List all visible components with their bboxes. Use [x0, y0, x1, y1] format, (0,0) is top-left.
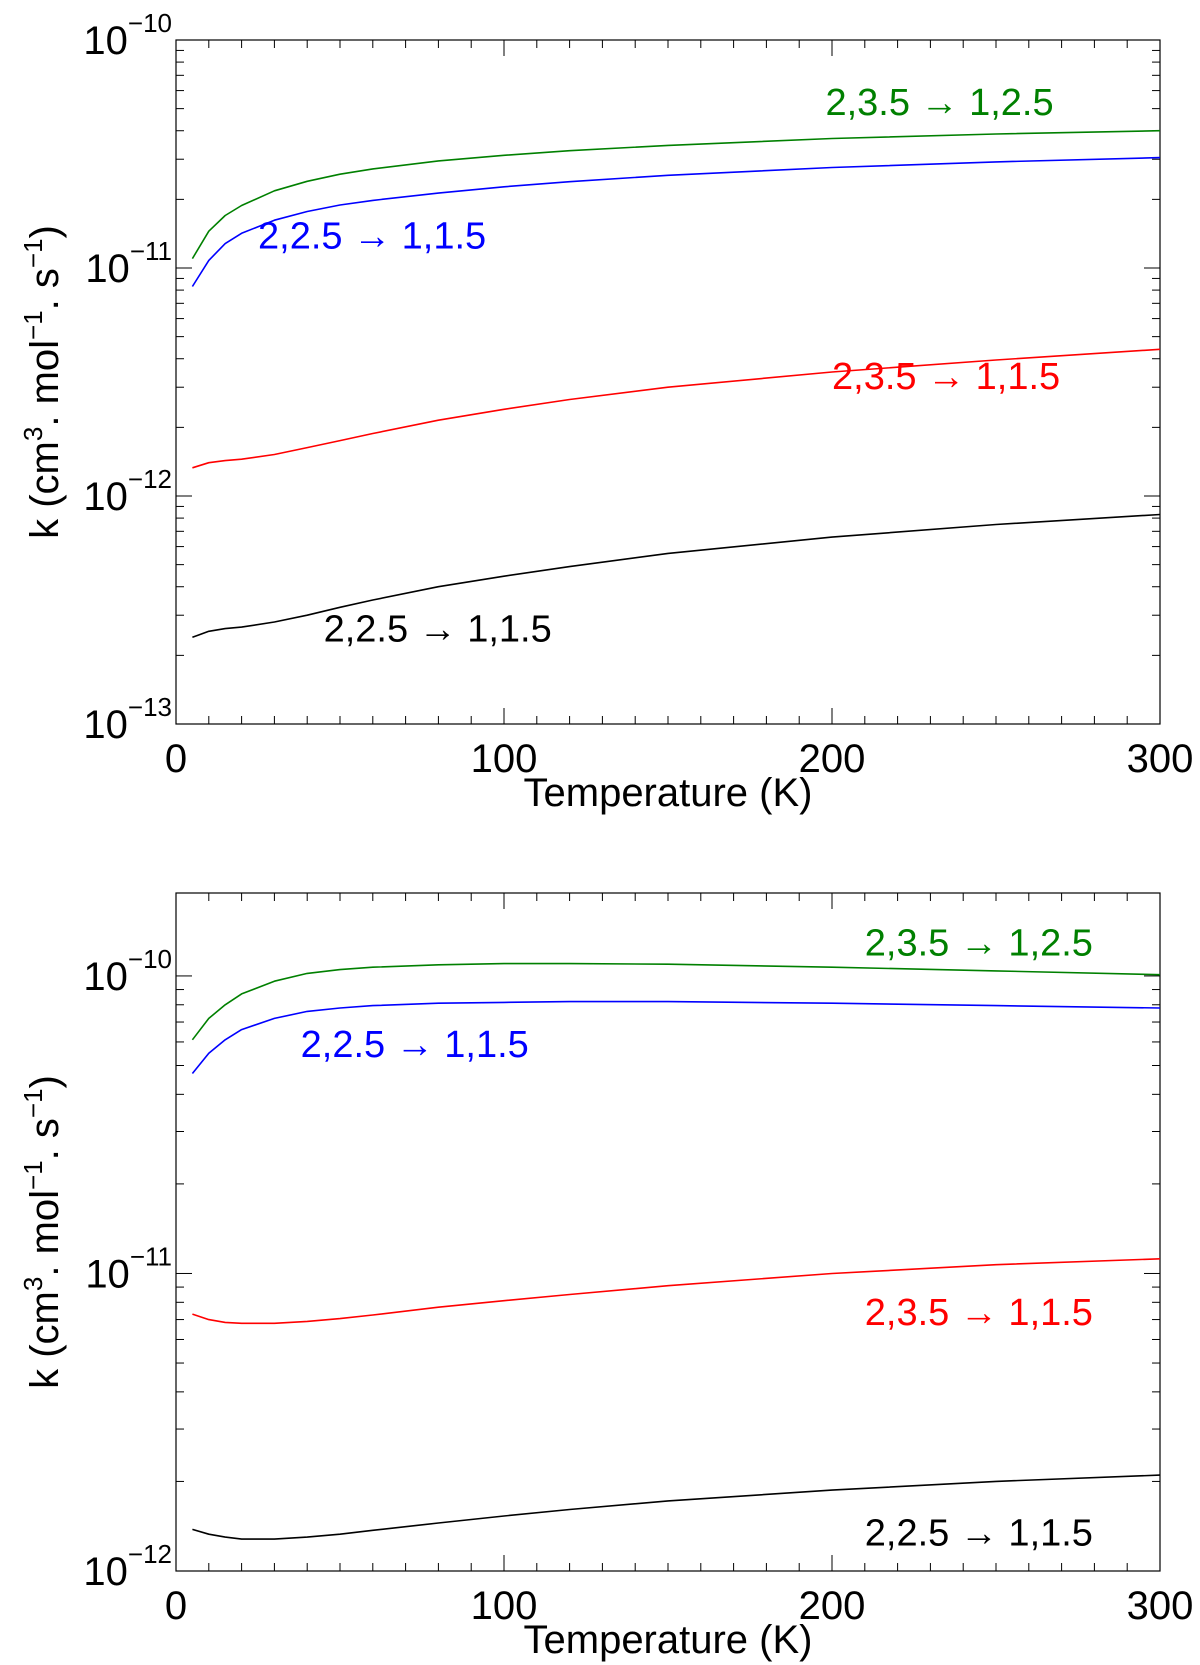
y-tick-label: 10−13 [83, 692, 172, 747]
series-label: 2,3.5 → 1,2.5 [825, 82, 1053, 124]
plot-frame [175, 892, 1161, 1572]
x-tick-label: 100 [471, 737, 538, 781]
series-label: 2,2.5 → 1,1.5 [324, 609, 552, 651]
series-line [191, 962, 1161, 1041]
y-tick-label: 10−10 [83, 8, 172, 63]
x-tick-label: 0 [165, 1584, 187, 1628]
series-label: 2,2.5 → 1,1.5 [865, 1512, 1093, 1554]
series-line [191, 129, 1161, 260]
x-tick-label: 100 [471, 1584, 538, 1628]
series-line [192, 348, 1161, 469]
series-label: 2,2.5 → 1,1.5 [258, 215, 486, 257]
x-axis-title: Temperature (K) [524, 1618, 813, 1662]
series-line [191, 156, 1161, 287]
x-tick-label: 300 [1127, 1584, 1194, 1628]
y-axis-title: k (cm3. mol−1. s−1) [18, 225, 67, 539]
series-line [191, 1000, 1161, 1075]
x-tick-label: 200 [799, 1584, 866, 1628]
chart-panel-top: 0 100 200 300 10−13 10−12 10−11 10−10 Temperatur… [18, 8, 1193, 815]
y-tick-label: 10−10 [83, 944, 172, 999]
x-axis-title: Temperature (K) [524, 771, 813, 815]
series-label: 2,2.5 → 1,1.5 [301, 1024, 529, 1066]
y-tick-label: 10−11 [85, 1241, 172, 1296]
series-line [192, 1474, 1161, 1540]
y-axis-title: k (cm3. mol−1. s−1) [18, 1075, 67, 1389]
series-label: 2,3.5 → 1,1.5 [865, 1292, 1093, 1334]
y-tick-label: 10−12 [83, 464, 172, 519]
chart-panel-bottom: 0 100 200 300 10−12 10−11 10−10 Temperature (K)… [18, 892, 1194, 1662]
x-tick-label: 200 [799, 737, 866, 781]
y-tick-label: 10−12 [83, 1539, 172, 1594]
series-label: 2,3.5 → 1,1.5 [832, 356, 1060, 398]
x-tick-label: 0 [165, 737, 187, 781]
series-label: 2,3.5 → 1,2.5 [865, 923, 1093, 965]
x-tick-label: 300 [1127, 737, 1194, 781]
series-line [192, 513, 1161, 639]
series-line [192, 1258, 1161, 1325]
y-tick-label: 10−11 [85, 236, 172, 291]
